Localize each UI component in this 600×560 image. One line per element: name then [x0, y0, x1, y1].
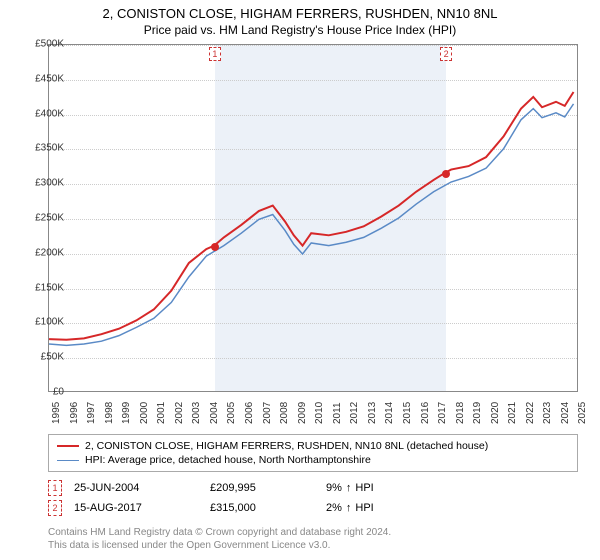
txn-date-2: 15-AUG-2017: [74, 502, 204, 514]
legend-swatch-price-paid: [57, 445, 79, 447]
ytick-label: £100K: [35, 317, 64, 328]
ytick-label: £200K: [35, 247, 64, 258]
legend-label-price-paid: 2, CONISTON CLOSE, HIGHAM FERRERS, RUSHD…: [85, 440, 488, 452]
xtick-label: 2000: [139, 402, 150, 424]
transactions-table: 1 25-JUN-2004 £209,995 9% ↑ HPI 2 15-AUG…: [48, 478, 578, 518]
xtick-label: 1998: [104, 402, 115, 424]
ytick-label: £0: [53, 387, 64, 398]
legend-row-price-paid: 2, CONISTON CLOSE, HIGHAM FERRERS, RUSHD…: [57, 439, 569, 453]
ytick-label: £450K: [35, 73, 64, 84]
xtick-label: 2002: [174, 402, 185, 424]
xtick-label: 2018: [455, 402, 466, 424]
xtick-label: 2009: [297, 402, 308, 424]
xtick-label: 1996: [69, 402, 80, 424]
txn-marker-2: 2: [48, 500, 62, 516]
xtick-label: 2023: [542, 402, 553, 424]
txn-delta-2: 2% ↑ HPI: [326, 502, 374, 514]
txn-price-1: £209,995: [210, 482, 320, 494]
txn-price-2: £315,000: [210, 502, 320, 514]
chart-subtitle: Price paid vs. HM Land Registry's House …: [0, 21, 600, 41]
marker-box-1: 1: [209, 47, 221, 61]
ytick-label: £150K: [35, 282, 64, 293]
txn-delta-1: 9% ↑ HPI: [326, 482, 374, 494]
xtick-label: 2014: [384, 402, 395, 424]
xtick-label: 2001: [156, 402, 167, 424]
xtick-label: 2017: [437, 402, 448, 424]
marker-box-2: 2: [440, 47, 452, 61]
xtick-label: 2008: [279, 402, 290, 424]
xtick-label: 1997: [86, 402, 97, 424]
xtick-label: 2011: [332, 402, 343, 424]
txn-marker-1: 1: [48, 480, 62, 496]
ytick-label: £50K: [41, 352, 64, 363]
ytick-label: £500K: [35, 39, 64, 50]
legend-row-hpi: HPI: Average price, detached house, Nort…: [57, 453, 569, 467]
xtick-label: 2022: [525, 402, 536, 424]
ytick-label: £300K: [35, 178, 64, 189]
plot-area: 12: [48, 44, 578, 392]
xtick-label: 2004: [209, 402, 220, 424]
series-hpi: [49, 104, 574, 346]
xtick-label: 2005: [226, 402, 237, 424]
xtick-label: 2020: [490, 402, 501, 424]
footer-attribution: Contains HM Land Registry data © Crown c…: [48, 526, 391, 552]
xtick-label: 2007: [262, 402, 273, 424]
xtick-label: 1995: [51, 402, 62, 424]
xtick-label: 2012: [349, 402, 360, 424]
xtick-label: 2006: [244, 402, 255, 424]
xtick-label: 2010: [314, 402, 325, 424]
xtick-label: 2019: [472, 402, 483, 424]
line-layer: [49, 45, 577, 391]
xtick-label: 2021: [507, 402, 518, 424]
xtick-label: 2025: [577, 402, 588, 424]
series-price_paid: [49, 92, 574, 340]
legend-swatch-hpi: [57, 460, 79, 461]
legend-label-hpi: HPI: Average price, detached house, Nort…: [85, 454, 371, 466]
xtick-label: 2015: [402, 402, 413, 424]
chart-title: 2, CONISTON CLOSE, HIGHAM FERRERS, RUSHD…: [0, 0, 600, 21]
xtick-label: 2003: [191, 402, 202, 424]
ytick-label: £250K: [35, 213, 64, 224]
marker-dot-1: [211, 243, 219, 251]
arrow-up-icon: ↑: [346, 482, 352, 494]
table-row: 2 15-AUG-2017 £315,000 2% ↑ HPI: [48, 498, 578, 518]
xtick-label: 2013: [367, 402, 378, 424]
legend: 2, CONISTON CLOSE, HIGHAM FERRERS, RUSHD…: [48, 434, 578, 472]
ytick-label: £350K: [35, 143, 64, 154]
xtick-label: 2024: [560, 402, 571, 424]
ytick-label: £400K: [35, 108, 64, 119]
marker-dot-2: [442, 170, 450, 178]
table-row: 1 25-JUN-2004 £209,995 9% ↑ HPI: [48, 478, 578, 498]
xtick-label: 2016: [420, 402, 431, 424]
chart-container: 2, CONISTON CLOSE, HIGHAM FERRERS, RUSHD…: [0, 0, 600, 560]
xtick-label: 1999: [121, 402, 132, 424]
arrow-up-icon: ↑: [346, 502, 352, 514]
txn-date-1: 25-JUN-2004: [74, 482, 204, 494]
